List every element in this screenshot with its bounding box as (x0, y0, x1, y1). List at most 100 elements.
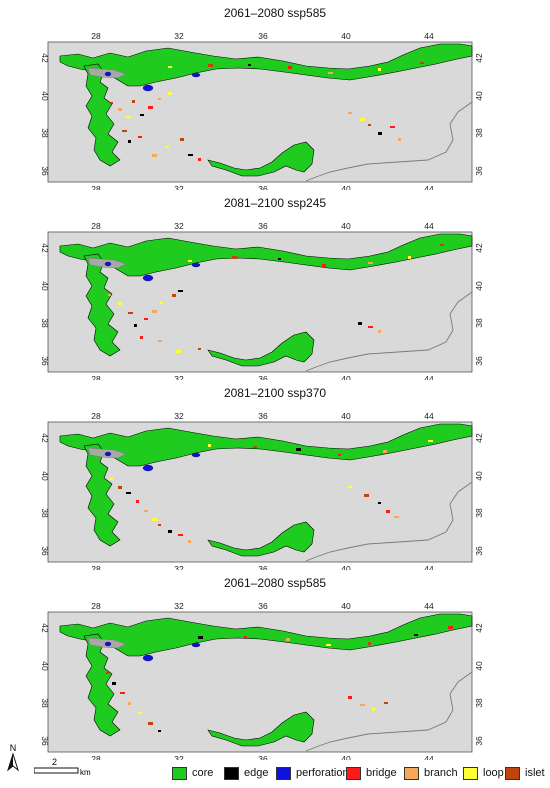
branch-patch (158, 340, 162, 342)
legend-label: perforation (296, 767, 349, 779)
branch-patch (328, 72, 333, 74)
longitude-tick-label: 32 (174, 221, 184, 231)
longitude-tick-label: 44 (424, 31, 434, 41)
latitude-tick-label: 40 (40, 281, 50, 291)
bridge-patch (138, 136, 142, 138)
longitude-tick-label: 44 (424, 564, 434, 570)
legend-item-core: core (172, 766, 213, 780)
bridge-patch (244, 636, 247, 638)
edge-patch (134, 324, 137, 327)
bridge-patch (390, 126, 395, 128)
branch-patch (348, 112, 352, 114)
legend-item-islet: islet (505, 766, 545, 780)
latitude-tick-label: 36 (40, 356, 50, 366)
loop-patch (110, 478, 113, 480)
latitude-tick-label: 42 (474, 53, 484, 63)
latitude-tick-label: 38 (474, 318, 484, 328)
islet-patch (364, 494, 369, 497)
loop-patch (348, 486, 352, 488)
legend-item-perforation: perforation (276, 766, 349, 780)
latitude-tick-label: 42 (40, 243, 50, 253)
bridge-patch (136, 500, 139, 503)
latitude-tick-label: 38 (40, 508, 50, 518)
islet-patch (118, 486, 122, 489)
core-habitat (83, 253, 121, 357)
longitude-tick-label: 40 (341, 754, 351, 760)
bridge-patch (322, 264, 326, 267)
bridge-patch (338, 454, 341, 456)
bridge-patch (110, 102, 113, 104)
longitude-tick-label: 44 (424, 184, 434, 190)
branch-patch (188, 540, 191, 543)
core-habitat (207, 331, 315, 367)
loop-patch (118, 302, 122, 305)
latitude-tick-label: 38 (474, 698, 484, 708)
perforation-patch (142, 464, 154, 472)
scale-value: 2 (52, 757, 57, 767)
legend-label: loop (483, 767, 504, 779)
bridge-patch (386, 510, 390, 513)
perforation-patch (142, 274, 154, 282)
latitude-tick-label: 38 (474, 508, 484, 518)
bridge-patch (178, 534, 183, 536)
islet-patch (172, 294, 176, 297)
country-border (305, 671, 473, 752)
edge-patch (188, 154, 193, 156)
bridge-patch (140, 336, 143, 339)
panel-title: 2061–2080 ssp585 (223, 6, 327, 20)
latitude-tick-label: 42 (474, 243, 484, 253)
panel-title: 2061–2080 ssp585 (223, 576, 327, 590)
map-figure: 28 28 32 32 36 36 40 40 44 44 42 42 40 40 38 38 36 36 (40, 221, 484, 380)
edge-patch (414, 634, 418, 636)
longitude-tick-label: 32 (174, 31, 184, 41)
edge-patch (198, 636, 203, 639)
map-panel-1: 2061–2080 ssp585 28 28 32 32 36 36 40 40 44 44 42 4… (0, 0, 550, 190)
core-habitat (59, 613, 473, 657)
islet-patch (384, 702, 388, 704)
perforation-patch (142, 84, 154, 92)
branch-patch (152, 310, 157, 313)
longitude-tick-label: 28 (91, 411, 101, 421)
branch-patch (108, 294, 111, 296)
latitude-tick-label: 42 (40, 623, 50, 633)
latitude-tick-label: 38 (40, 128, 50, 138)
longitude-tick-label: 28 (91, 184, 101, 190)
map-figure: 28 28 32 32 36 36 40 40 44 44 42 42 40 40 38 38 36 36 (40, 601, 484, 760)
longitude-tick-label: 36 (258, 374, 268, 380)
loop-patch (378, 68, 381, 71)
branch-patch (286, 638, 290, 641)
longitude-tick-label: 28 (91, 221, 101, 231)
latitude-tick-label: 36 (474, 736, 484, 746)
longitude-tick-label: 36 (258, 754, 268, 760)
core-habitat (83, 443, 121, 547)
legend-label: branch (424, 767, 458, 779)
islet-patch (420, 62, 424, 64)
islet-patch (368, 124, 371, 126)
legend: core edge perforation bridge branch loop… (0, 756, 550, 788)
bridge-patch (288, 66, 292, 69)
longitude-tick-label: 40 (341, 411, 351, 421)
latitude-tick-label: 36 (40, 736, 50, 746)
longitude-tick-label: 40 (341, 601, 351, 611)
longitude-tick-label: 36 (258, 411, 268, 421)
country-border (305, 101, 473, 182)
legend-item-branch: branch (404, 766, 458, 780)
latitude-tick-label: 42 (40, 433, 50, 443)
bridge-patch (368, 326, 373, 328)
bridge-patch (348, 696, 352, 699)
latitude-tick-label: 40 (40, 661, 50, 671)
latitude-tick-label: 42 (474, 433, 484, 443)
loop-patch (208, 444, 211, 447)
longitude-tick-label: 28 (91, 564, 101, 570)
latitude-tick-label: 38 (40, 318, 50, 328)
legend-swatch (276, 766, 291, 780)
perforation-patch (104, 451, 112, 457)
latitude-tick-label: 40 (474, 281, 484, 291)
islet-patch (122, 130, 127, 132)
bridge-patch (148, 106, 153, 109)
panel-title: 2081–2100 ssp245 (223, 196, 327, 210)
islet-patch (106, 672, 109, 674)
loop-patch (160, 302, 163, 304)
loop-patch (168, 92, 172, 95)
islet-patch (232, 256, 237, 259)
